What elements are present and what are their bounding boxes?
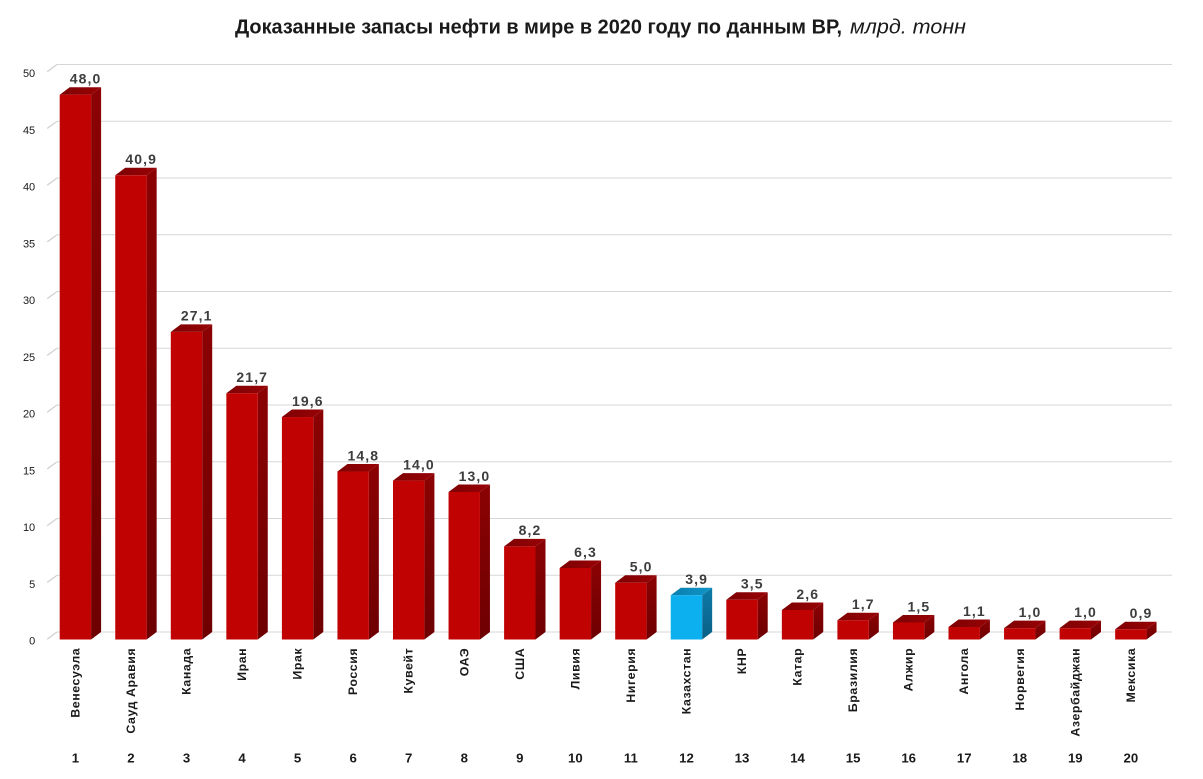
- svg-text:9: 9: [516, 751, 523, 766]
- svg-text:2: 2: [127, 751, 134, 766]
- svg-text:30: 30: [23, 295, 35, 307]
- svg-text:14,0: 14,0: [403, 456, 435, 472]
- svg-text:21,7: 21,7: [236, 369, 268, 385]
- svg-text:10: 10: [23, 522, 35, 534]
- svg-text:48,0: 48,0: [70, 71, 102, 87]
- svg-text:8,2: 8,2: [519, 522, 542, 538]
- svg-text:5: 5: [29, 579, 35, 591]
- svg-text:1,1: 1,1: [963, 603, 986, 619]
- svg-text:5: 5: [294, 751, 301, 766]
- svg-text:45: 45: [23, 125, 35, 137]
- svg-text:Ангола: Ангола: [957, 648, 971, 695]
- svg-text:1,7: 1,7: [852, 596, 875, 612]
- svg-text:5,0: 5,0: [630, 559, 653, 575]
- svg-text:25: 25: [23, 352, 35, 364]
- svg-text:17: 17: [957, 751, 972, 766]
- svg-text:0,9: 0,9: [1130, 605, 1153, 621]
- svg-text:6: 6: [349, 751, 356, 766]
- svg-text:15: 15: [23, 465, 35, 477]
- svg-text:Казахстан: Казахстан: [679, 648, 693, 715]
- svg-text:12: 12: [679, 751, 694, 766]
- svg-text:19: 19: [1068, 751, 1083, 766]
- svg-text:Норвегия: Норвегия: [1013, 648, 1027, 711]
- svg-text:13: 13: [735, 751, 750, 766]
- svg-text:8: 8: [461, 751, 468, 766]
- svg-text:КНР: КНР: [735, 648, 749, 674]
- svg-text:3: 3: [183, 751, 190, 766]
- svg-text:14,8: 14,8: [348, 447, 380, 463]
- svg-text:2,6: 2,6: [796, 586, 819, 602]
- svg-text:19,6: 19,6: [292, 393, 324, 409]
- svg-text:Алжир: Алжир: [902, 648, 916, 692]
- svg-text:20: 20: [23, 409, 35, 421]
- svg-text:50: 50: [23, 68, 35, 80]
- svg-text:40: 40: [23, 182, 35, 194]
- svg-text:35: 35: [23, 238, 35, 250]
- svg-text:7: 7: [405, 751, 412, 766]
- svg-text:13,0: 13,0: [459, 468, 491, 484]
- svg-text:Канада: Канада: [180, 648, 194, 695]
- svg-text:18: 18: [1012, 751, 1027, 766]
- svg-text:Сауд Аравия: Сауд Аравия: [124, 648, 138, 734]
- svg-text:Мексика: Мексика: [1124, 648, 1138, 703]
- svg-text:11: 11: [624, 751, 638, 766]
- svg-text:1,5: 1,5: [907, 598, 930, 614]
- svg-text:Ирак: Ирак: [291, 648, 305, 680]
- svg-text:14: 14: [790, 751, 805, 766]
- svg-text:6,3: 6,3: [574, 544, 597, 560]
- svg-text:16: 16: [901, 751, 916, 766]
- svg-text:Нигерия: Нигерия: [624, 648, 638, 703]
- svg-text:Катар: Катар: [791, 648, 805, 686]
- svg-text:Иран: Иран: [235, 648, 249, 681]
- svg-text:1,0: 1,0: [1074, 604, 1097, 620]
- svg-text:40,9: 40,9: [125, 151, 157, 167]
- svg-text:Доказанные запасы нефти в мире: Доказанные запасы нефти в мире в 2020 го…: [235, 17, 842, 39]
- svg-text:10: 10: [568, 751, 583, 766]
- svg-text:Россия: Россия: [346, 648, 360, 695]
- svg-text:4: 4: [238, 751, 246, 766]
- svg-text:млрд. тонн: млрд. тонн: [850, 17, 966, 39]
- svg-text:Азербайджан: Азербайджан: [1068, 648, 1082, 737]
- svg-text:15: 15: [846, 751, 861, 766]
- svg-text:Кувейт: Кувейт: [402, 648, 416, 694]
- svg-text:27,1: 27,1: [181, 308, 213, 324]
- svg-text:20: 20: [1124, 751, 1139, 766]
- svg-text:1: 1: [72, 751, 79, 766]
- svg-text:Венесуэла: Венесуэла: [68, 648, 82, 718]
- svg-text:Бразилия: Бразилия: [846, 648, 860, 712]
- svg-text:3,9: 3,9: [685, 571, 708, 587]
- svg-text:ОАЭ: ОАЭ: [457, 648, 471, 676]
- svg-text:Ливия: Ливия: [568, 648, 582, 690]
- svg-text:1,0: 1,0: [1019, 604, 1042, 620]
- svg-text:0: 0: [29, 636, 35, 648]
- svg-text:США: США: [513, 648, 527, 680]
- svg-text:3,5: 3,5: [741, 576, 764, 592]
